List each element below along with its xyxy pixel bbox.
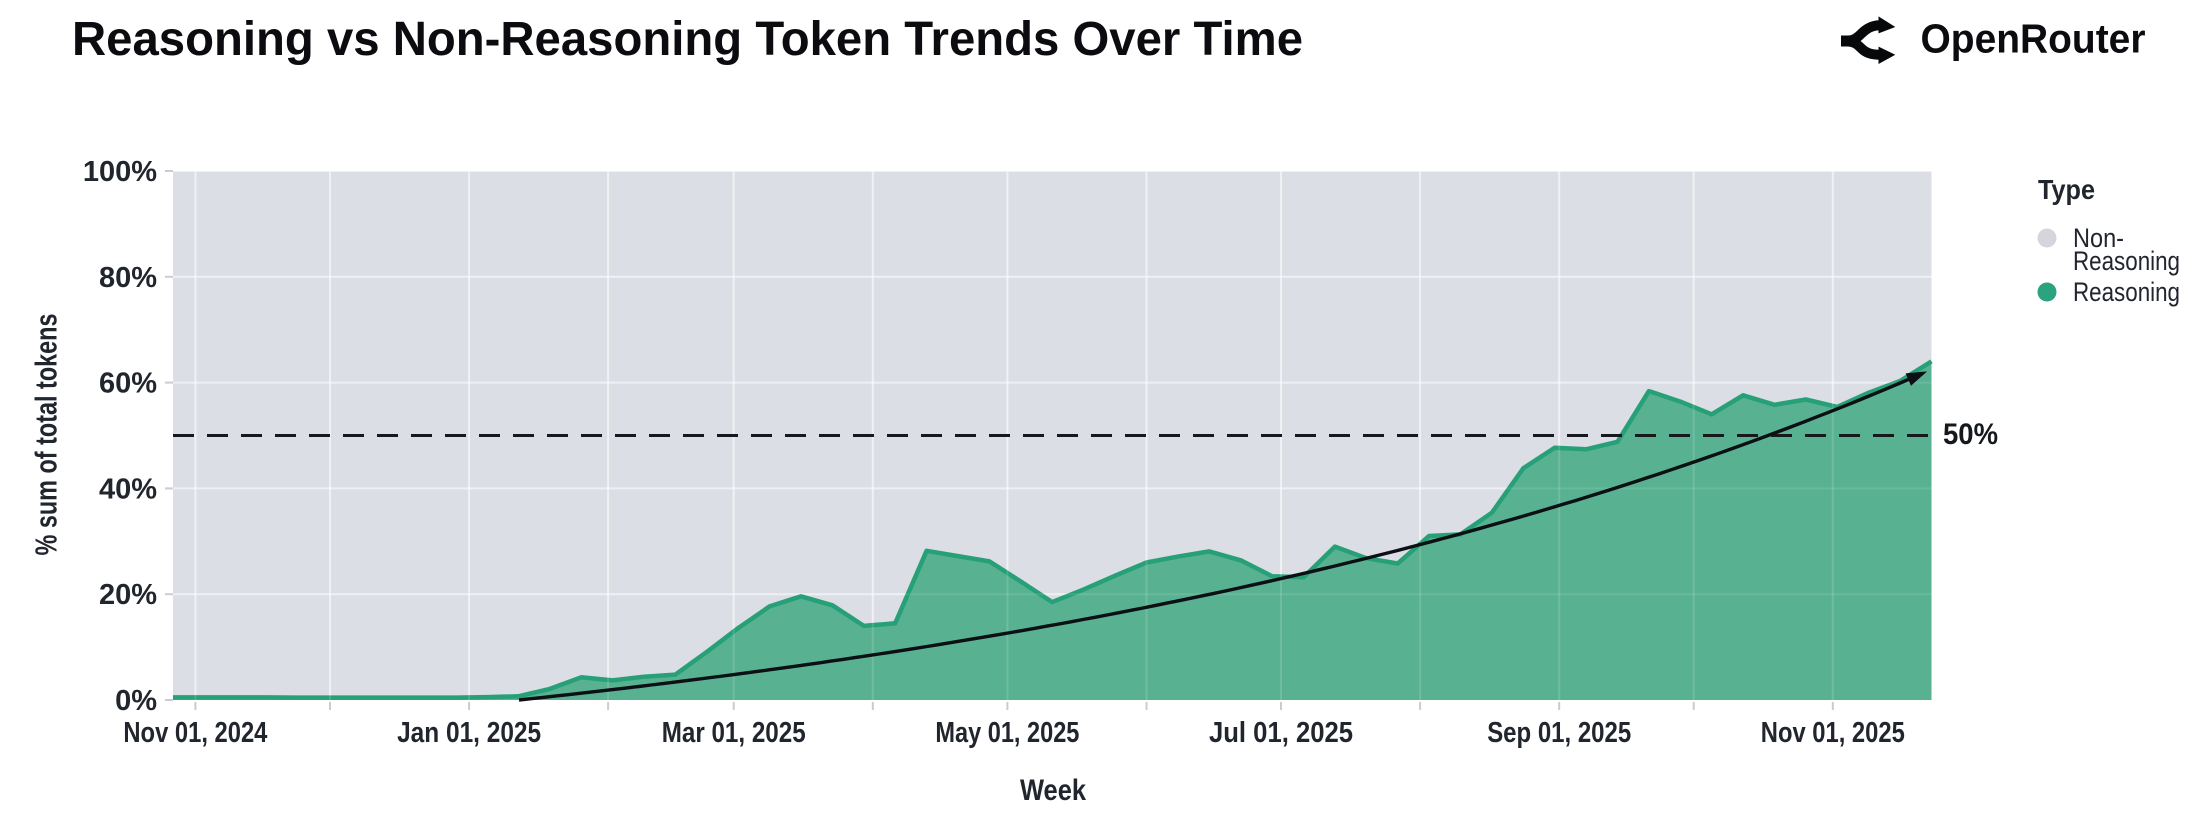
svg-text:100%: 100%	[83, 156, 157, 188]
svg-text:Jan 01, 2025: Jan 01, 2025	[397, 717, 541, 749]
svg-text:Nov 01, 2025: Nov 01, 2025	[1761, 717, 1905, 749]
svg-text:Type: Type	[2038, 174, 2095, 205]
svg-text:Reasoning: Reasoning	[2073, 277, 2180, 307]
svg-text:20%: 20%	[99, 579, 157, 611]
svg-text:0%: 0%	[115, 685, 157, 717]
svg-text:% sum of total tokens: % sum of total tokens	[29, 314, 64, 556]
svg-text:OpenRouter: OpenRouter	[1921, 16, 2146, 62]
svg-text:May 01, 2025: May 01, 2025	[935, 717, 1079, 749]
svg-text:Mar 01, 2025: Mar 01, 2025	[662, 717, 806, 749]
svg-text:60%: 60%	[99, 368, 157, 400]
svg-text:Jul 01, 2025: Jul 01, 2025	[1209, 717, 1353, 749]
svg-text:Week: Week	[1020, 774, 1086, 807]
svg-text:Nov 01, 2024: Nov 01, 2024	[123, 717, 267, 749]
svg-text:Reasoning vs Non-Reasoning Tok: Reasoning vs Non-Reasoning Token Trends …	[72, 13, 1303, 66]
svg-text:Non-: Non-	[2073, 223, 2124, 253]
svg-text:50%: 50%	[1943, 418, 1998, 451]
svg-text:Sep 01, 2025: Sep 01, 2025	[1487, 717, 1631, 749]
svg-text:40%: 40%	[99, 473, 157, 505]
svg-text:80%: 80%	[99, 262, 157, 294]
svg-text:Reasoning: Reasoning	[2073, 246, 2180, 276]
